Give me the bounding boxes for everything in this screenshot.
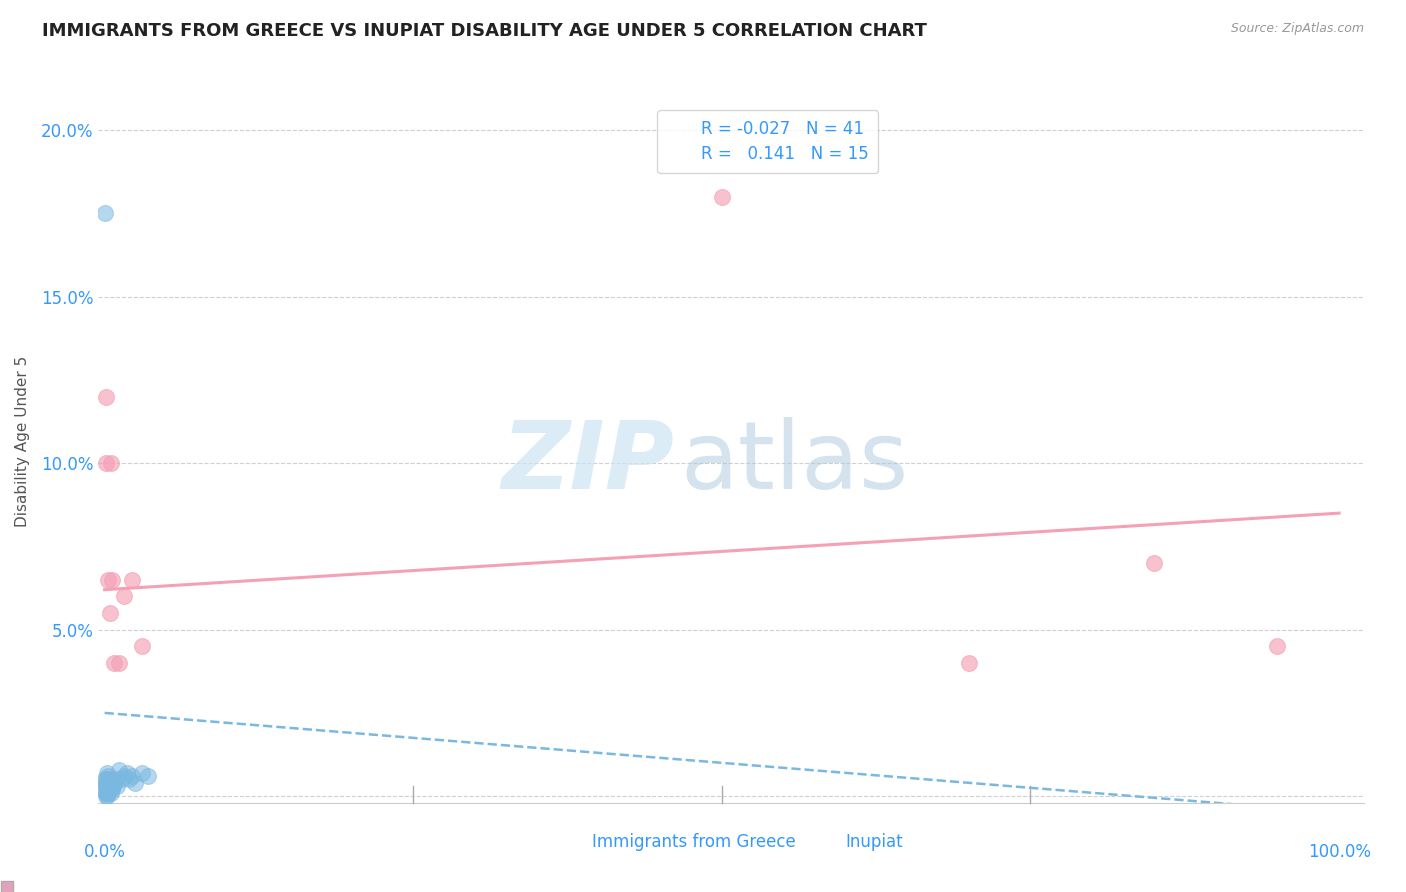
Point — [94, 772, 117, 787]
Legend: Immigrants from Greece, Inupiat: Immigrants from Greece, Inupiat — [550, 825, 912, 860]
Point — [118, 772, 141, 787]
Text: atlas: atlas — [681, 417, 908, 509]
Point — [94, 390, 117, 404]
Point — [1267, 640, 1289, 654]
Point — [103, 779, 125, 793]
Point — [96, 782, 118, 797]
Point — [101, 573, 124, 587]
Y-axis label: Disability Age Under 5: Disability Age Under 5 — [15, 356, 30, 527]
Point — [96, 776, 118, 790]
Text: 100.0%: 100.0% — [1308, 843, 1371, 861]
Point — [105, 779, 128, 793]
Text: Source: ZipAtlas.com: Source: ZipAtlas.com — [1230, 22, 1364, 36]
Point — [108, 656, 131, 670]
Point — [94, 456, 117, 470]
Point — [100, 776, 122, 790]
Point — [136, 769, 159, 783]
Point — [94, 206, 117, 220]
Point — [94, 789, 117, 804]
Point — [100, 786, 122, 800]
Point — [98, 782, 121, 797]
Point — [97, 786, 120, 800]
Point — [121, 573, 143, 587]
Point — [97, 573, 120, 587]
Point — [121, 769, 143, 783]
Point — [108, 763, 131, 777]
Point — [98, 779, 121, 793]
Point — [97, 786, 120, 800]
Point — [96, 786, 118, 800]
Point — [112, 590, 135, 604]
Point — [97, 769, 120, 783]
Point — [103, 776, 125, 790]
Point — [97, 776, 120, 790]
Point — [101, 782, 124, 797]
Point — [94, 776, 117, 790]
Point — [104, 772, 127, 787]
Point — [100, 456, 122, 470]
Point — [98, 772, 121, 787]
Point — [96, 765, 118, 780]
Point — [97, 782, 120, 797]
Point — [103, 656, 125, 670]
Point — [115, 765, 138, 780]
Text: 0.0%: 0.0% — [83, 843, 125, 861]
Point — [96, 789, 118, 804]
Point — [98, 606, 121, 620]
Point — [94, 782, 117, 797]
Point — [710, 190, 733, 204]
Text: IMMIGRANTS FROM GREECE VS INUPIAT DISABILITY AGE UNDER 5 CORRELATION CHART: IMMIGRANTS FROM GREECE VS INUPIAT DISABI… — [42, 22, 927, 40]
Point — [97, 779, 120, 793]
Text: ZIP: ZIP — [502, 417, 675, 509]
Point — [94, 779, 117, 793]
Point — [124, 776, 146, 790]
Point — [1143, 556, 1166, 570]
Point — [94, 779, 117, 793]
Point — [94, 786, 117, 800]
Point — [96, 786, 118, 800]
Point — [957, 656, 980, 670]
Point — [131, 765, 153, 780]
Point — [112, 769, 135, 783]
Point — [96, 779, 118, 793]
Point — [111, 772, 134, 787]
Point — [131, 640, 153, 654]
Point — [96, 772, 118, 787]
